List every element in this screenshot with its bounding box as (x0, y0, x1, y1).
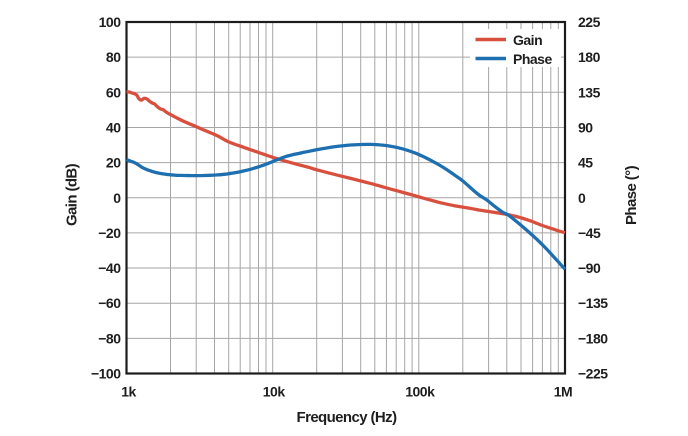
svg-text:1M: 1M (554, 384, 572, 400)
svg-text:Gain (dB): Gain (dB) (64, 163, 81, 226)
svg-text:100: 100 (99, 14, 122, 30)
svg-text:−135: −135 (578, 295, 608, 311)
svg-text:−225: −225 (578, 366, 608, 382)
svg-text:−100: −100 (91, 366, 121, 382)
svg-text:Frequency (Hz): Frequency (Hz) (297, 409, 398, 426)
svg-text:0: 0 (578, 190, 586, 206)
svg-text:−180: −180 (578, 330, 608, 346)
svg-text:Phase: Phase (513, 51, 552, 67)
svg-text:Gain: Gain (513, 32, 542, 48)
svg-text:90: 90 (578, 120, 593, 136)
svg-text:45: 45 (578, 155, 593, 171)
svg-text:−80: −80 (98, 330, 121, 346)
svg-text:10k: 10k (263, 384, 286, 400)
svg-text:−45: −45 (578, 225, 601, 241)
svg-text:80: 80 (106, 49, 121, 65)
svg-text:−20: −20 (98, 225, 121, 241)
svg-text:20: 20 (106, 155, 121, 171)
svg-text:40: 40 (106, 120, 121, 136)
svg-text:−60: −60 (98, 295, 121, 311)
svg-text:−90: −90 (578, 260, 601, 276)
svg-text:60: 60 (106, 84, 121, 100)
svg-text:1k: 1k (121, 384, 136, 400)
svg-text:100k: 100k (405, 384, 435, 400)
svg-text:0: 0 (113, 190, 121, 206)
svg-text:180: 180 (578, 49, 601, 65)
svg-text:135: 135 (578, 84, 601, 100)
svg-text:−40: −40 (98, 260, 121, 276)
svg-text:Phase (°): Phase (°) (623, 165, 640, 225)
svg-text:225: 225 (578, 14, 601, 30)
